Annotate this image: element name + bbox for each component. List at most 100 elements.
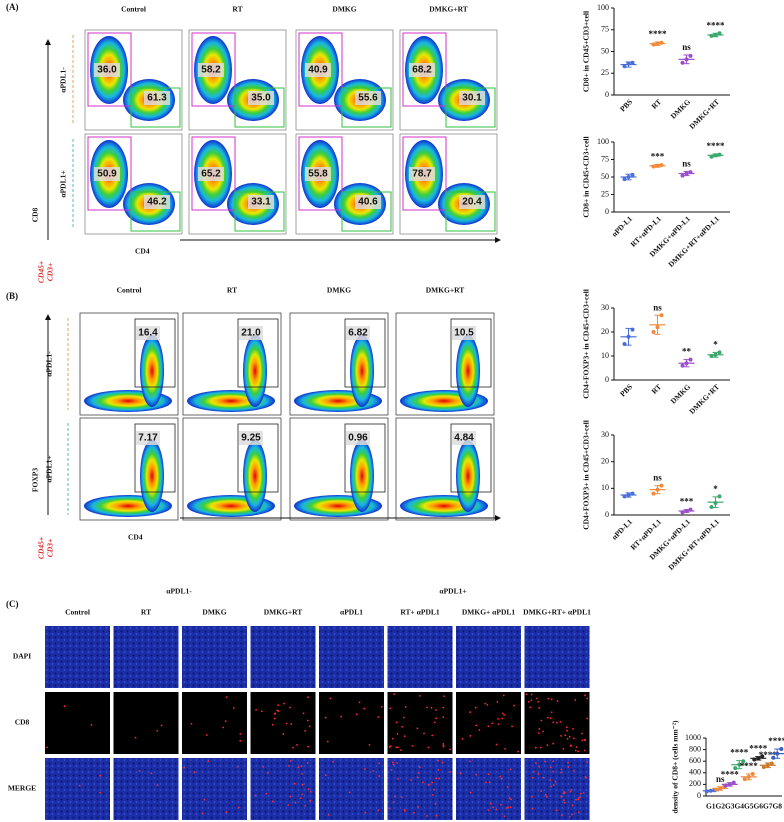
cd8-cell bbox=[489, 802, 492, 805]
y-tick-label: 25 bbox=[601, 68, 609, 77]
y-tick-label: 0 bbox=[605, 90, 609, 99]
y-tick-label: 0 bbox=[605, 207, 609, 216]
y-axis-label: FOXP3 bbox=[31, 468, 40, 492]
y-tick-label: 50 bbox=[601, 46, 609, 55]
cd8-cell bbox=[438, 777, 441, 780]
cd8-cell bbox=[555, 721, 558, 724]
cd8-cell bbox=[561, 814, 563, 817]
cd8-cell bbox=[296, 744, 298, 746]
micrograph bbox=[524, 626, 590, 688]
density bbox=[456, 440, 480, 512]
cd8-cell bbox=[430, 706, 433, 709]
x-tick-label: αPD-L1 bbox=[610, 517, 635, 542]
cd8-cell bbox=[63, 705, 66, 708]
cd8-cell bbox=[326, 740, 329, 743]
gate-value: 68.2 bbox=[412, 65, 432, 76]
cd8-cell bbox=[201, 812, 204, 815]
cd8-cell bbox=[410, 779, 413, 781]
cd8-cell bbox=[563, 801, 566, 804]
cd8-cell bbox=[547, 697, 550, 700]
cd8-cell bbox=[559, 720, 562, 723]
cd8-cell bbox=[396, 732, 399, 735]
column-header: DMKG bbox=[332, 5, 356, 14]
cd8-cell bbox=[570, 788, 573, 791]
cd8-cell bbox=[574, 749, 577, 752]
x-tick-label: DMKG+RT+αPD-L1 bbox=[666, 214, 721, 269]
cd8-cell bbox=[304, 804, 307, 807]
gate-label-bg bbox=[409, 63, 435, 77]
cd8-cell bbox=[99, 774, 102, 777]
cd8-cell bbox=[564, 734, 567, 737]
gate bbox=[402, 136, 447, 211]
panel-label: (A) bbox=[6, 2, 19, 12]
x-tick-label: G4 bbox=[734, 802, 744, 811]
cd8-cell bbox=[307, 696, 309, 699]
gate-label-bg bbox=[452, 431, 476, 445]
cd8-cell bbox=[511, 725, 514, 728]
gate-population: CD3+ bbox=[46, 263, 55, 281]
gate-value: 55.6 bbox=[358, 93, 378, 104]
x-tick-label: G5 bbox=[744, 802, 754, 811]
gate bbox=[445, 191, 496, 232]
panel-label: (B) bbox=[6, 291, 18, 301]
cd8-cell bbox=[552, 770, 555, 773]
cd8-cell bbox=[290, 723, 293, 725]
cd8-cell bbox=[579, 792, 582, 795]
gate-label-bg bbox=[94, 167, 120, 181]
cd8-cell bbox=[509, 806, 512, 809]
y-axis-label: density of CD8+ (cells mm⁻²) bbox=[671, 720, 680, 813]
significance: **** bbox=[749, 744, 768, 754]
gate bbox=[298, 136, 343, 211]
cd8-cell bbox=[538, 728, 541, 730]
significance: **** bbox=[721, 770, 740, 780]
density bbox=[350, 440, 374, 512]
gate-value: 46.2 bbox=[147, 197, 167, 208]
row-label: DAPI bbox=[13, 652, 31, 661]
y-tick-label: 600 bbox=[689, 756, 701, 765]
cd8-cell bbox=[496, 700, 499, 703]
column-header: DMKG bbox=[202, 608, 226, 617]
y-tick-label: 10 bbox=[601, 351, 609, 360]
cd8-cell bbox=[586, 761, 589, 764]
cd8-cell bbox=[499, 775, 502, 778]
cd8-cell bbox=[282, 733, 285, 735]
cd8-cell bbox=[232, 707, 235, 709]
gate bbox=[234, 87, 285, 128]
row-label: αPDL1- bbox=[59, 67, 68, 93]
cd8-cell bbox=[583, 738, 586, 741]
gate bbox=[237, 318, 279, 388]
group-label: αPDL1+ bbox=[439, 587, 466, 596]
data-point bbox=[731, 780, 736, 785]
significance: ns bbox=[653, 302, 662, 312]
density bbox=[243, 440, 267, 512]
cd8-cell bbox=[533, 770, 535, 773]
data-point bbox=[709, 505, 714, 509]
cd8-cell bbox=[364, 811, 367, 814]
cd8-cell bbox=[475, 773, 478, 776]
cd8-cell bbox=[531, 807, 534, 810]
data-point bbox=[750, 771, 755, 776]
cd8-cell bbox=[542, 776, 545, 779]
cd8-cell bbox=[560, 734, 563, 737]
cd8-cell bbox=[289, 706, 291, 709]
cd8-cell bbox=[138, 769, 141, 772]
gate bbox=[134, 318, 176, 388]
row-label: CD8 bbox=[15, 718, 30, 727]
significance: **** bbox=[649, 29, 668, 39]
cd8-cell bbox=[348, 791, 351, 794]
cd8-cell bbox=[255, 708, 257, 711]
cd8-cell bbox=[517, 750, 520, 753]
cd8-cell bbox=[542, 730, 545, 733]
column-header: DMKG+ αPDL1 bbox=[462, 608, 515, 617]
column-header: RT bbox=[141, 608, 151, 617]
gate-label-bg bbox=[305, 63, 331, 77]
x-tick-label: DMKG bbox=[669, 382, 693, 406]
cd8-cell bbox=[327, 814, 330, 816]
gate-value: 55.8 bbox=[308, 169, 328, 180]
density bbox=[456, 335, 480, 407]
y-tick-label: 100 bbox=[597, 3, 609, 12]
cd8-cell bbox=[377, 716, 380, 718]
y-tick-label: 400 bbox=[689, 768, 701, 777]
cd8-cell bbox=[299, 797, 302, 800]
